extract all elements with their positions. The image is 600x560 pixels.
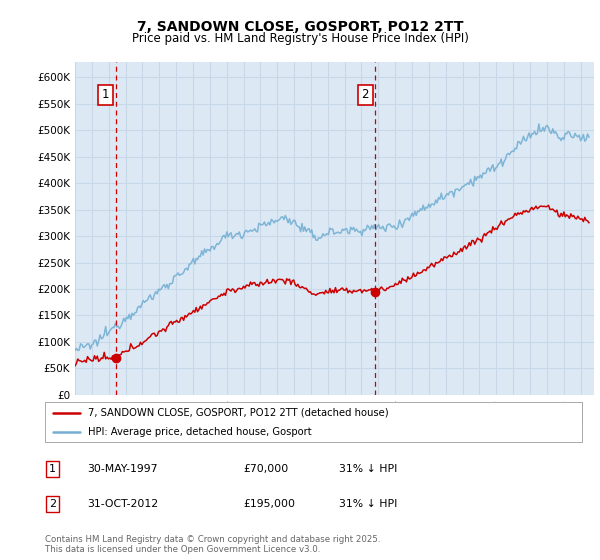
Text: £195,000: £195,000 xyxy=(243,499,295,509)
Text: 31% ↓ HPI: 31% ↓ HPI xyxy=(339,464,397,474)
Text: 1: 1 xyxy=(102,88,109,101)
Text: 7, SANDOWN CLOSE, GOSPORT, PO12 2TT: 7, SANDOWN CLOSE, GOSPORT, PO12 2TT xyxy=(137,20,463,34)
Text: 31-OCT-2012: 31-OCT-2012 xyxy=(87,499,158,509)
Text: 31% ↓ HPI: 31% ↓ HPI xyxy=(339,499,397,509)
Text: 7, SANDOWN CLOSE, GOSPORT, PO12 2TT (detached house): 7, SANDOWN CLOSE, GOSPORT, PO12 2TT (det… xyxy=(88,408,389,418)
Text: HPI: Average price, detached house, Gosport: HPI: Average price, detached house, Gosp… xyxy=(88,427,311,437)
Text: 1: 1 xyxy=(49,464,56,474)
Text: 2: 2 xyxy=(49,499,56,509)
Text: £70,000: £70,000 xyxy=(243,464,288,474)
Text: 30-MAY-1997: 30-MAY-1997 xyxy=(87,464,157,474)
Text: Price paid vs. HM Land Registry's House Price Index (HPI): Price paid vs. HM Land Registry's House … xyxy=(131,32,469,45)
Text: Contains HM Land Registry data © Crown copyright and database right 2025.
This d: Contains HM Land Registry data © Crown c… xyxy=(45,535,380,554)
Text: 2: 2 xyxy=(362,88,369,101)
